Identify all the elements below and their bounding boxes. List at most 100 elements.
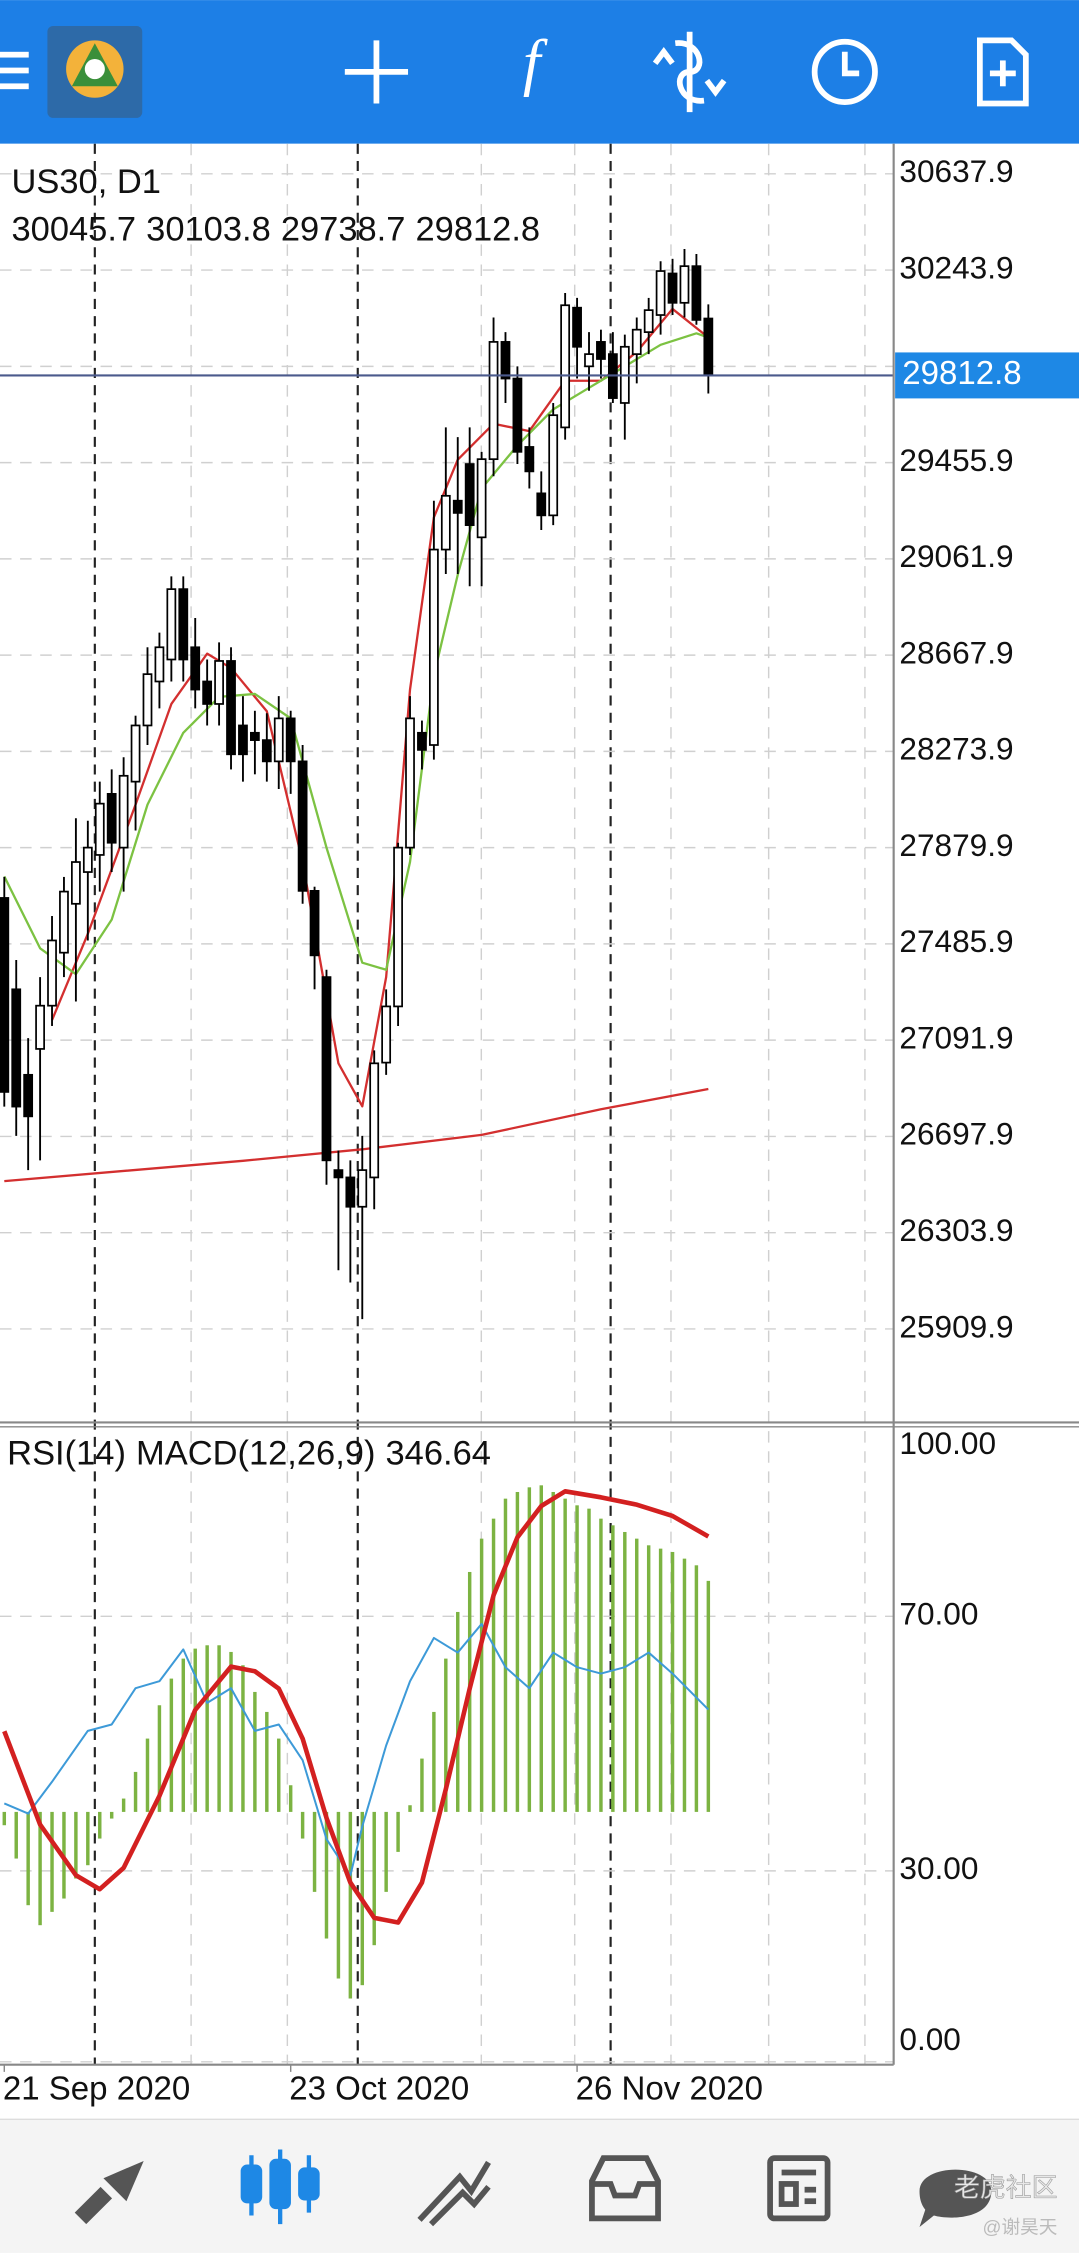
y-tick-label: 0.00 (899, 2021, 961, 2057)
candle-body (178, 588, 189, 661)
news-tab[interactable] (767, 2155, 831, 2222)
candle-body (11, 988, 22, 1108)
candle-body (71, 861, 81, 905)
open-value: 30045.7 (11, 211, 136, 249)
candle-body (584, 353, 594, 368)
y-tick-label: 30.00 (899, 1850, 978, 1886)
macd-bar (50, 1811, 54, 1912)
quotes-tab[interactable] (74, 2160, 144, 2225)
y-tick-label: 26697.9 (899, 1116, 1013, 1152)
macd-bar (265, 1711, 269, 1812)
macd-bar (384, 1811, 388, 1892)
y-tick-label: 29061.9 (899, 538, 1013, 574)
macd-bar (74, 1811, 78, 1879)
macd-bar (396, 1811, 400, 1852)
macd-bar (611, 1525, 615, 1812)
candle-body (285, 717, 296, 763)
macd-bar (563, 1498, 567, 1812)
macd-value: 346.64 (386, 1435, 491, 1473)
symbol-label: US30, D1 (11, 163, 160, 201)
moving-average (3, 332, 709, 976)
macd-bar (658, 1548, 663, 1812)
y-tick-label: 28273.9 (899, 731, 1013, 767)
candle-body (214, 660, 224, 705)
price-pane (0, 173, 894, 1330)
y-tick-label: 29455.9 (899, 442, 1013, 478)
macd-bar (527, 1487, 532, 1812)
history-tab[interactable] (589, 2155, 661, 2222)
watermark-brand: 老虎社区 (954, 2174, 1057, 2203)
ohlc-readout: 30045.7 30103.8 29738.7 29812.8 (11, 211, 540, 249)
rsi-label: RSI(14) (7, 1435, 126, 1473)
candle-body (417, 731, 427, 751)
candle-body (560, 304, 571, 429)
new-order-icon[interactable] (976, 37, 1029, 107)
trade-tab[interactable] (417, 2160, 491, 2227)
candle-body (94, 802, 105, 856)
candle-body (428, 548, 439, 746)
crosshair-icon[interactable] (344, 40, 409, 104)
low-value: 29738.7 (281, 211, 406, 249)
indicator-pane (0, 1485, 894, 2063)
candle-body (106, 793, 117, 844)
candle-body (166, 588, 177, 661)
macd-bar (587, 1508, 591, 1812)
candle-body (536, 492, 547, 517)
app-logo[interactable] (47, 25, 143, 118)
y-tick-label: 30243.9 (899, 249, 1013, 285)
x-tick-label: 21 Sep 2020 (3, 2070, 190, 2107)
candle-body (250, 731, 260, 741)
candle-body (655, 270, 666, 316)
macd-bar (133, 1771, 138, 1812)
macd-bar (38, 1811, 42, 1926)
high-value: 30103.8 (146, 211, 271, 249)
period-separators (93, 143, 612, 2065)
candle-body (309, 889, 320, 957)
candle-body (393, 846, 403, 1008)
candle-body (35, 1004, 45, 1050)
last-price-tag (895, 352, 1079, 399)
y-tick-label: 27091.9 (899, 1019, 1013, 1055)
history-icon[interactable] (811, 38, 878, 105)
chart-tab[interactable] (240, 2149, 320, 2225)
candle-body (47, 939, 57, 1007)
top-bar (0, 0, 1079, 144)
macd-bar (109, 1811, 114, 1819)
close-value: 29812.8 (415, 211, 540, 249)
macd-bar (539, 1485, 544, 1812)
candle-body (333, 1169, 344, 1179)
candle-body (261, 739, 272, 763)
candle-body (381, 1005, 392, 1064)
x-tick-label: 23 Oct 2020 (289, 2070, 469, 2107)
y-tick-label: 70.00 (899, 1596, 978, 1632)
moving-average (4, 1087, 709, 1183)
macd-bar (503, 1498, 508, 1812)
menu-icon[interactable] (0, 51, 29, 90)
candle-body (667, 272, 678, 304)
macd-bar (706, 1580, 711, 1812)
chat-tab[interactable] (919, 2169, 992, 2228)
y-tick-label: 26303.9 (899, 1212, 1013, 1248)
bottom-toolbar (0, 2119, 1079, 2253)
macd-bar (456, 1611, 460, 1812)
macd-bar (86, 1811, 90, 1866)
macd-bar (288, 1785, 293, 1812)
candle-body (512, 377, 523, 453)
macd-signal-line (2, 1489, 710, 1925)
macd-bar (372, 1811, 376, 1946)
macd-bar (324, 1811, 329, 1939)
candle-body (321, 976, 332, 1162)
macd-bar (491, 1518, 496, 1812)
candle-body (464, 463, 475, 526)
macd-bar (169, 1678, 174, 1812)
candle-body (631, 328, 642, 355)
candle-body (500, 341, 511, 380)
candle-body (130, 724, 141, 783)
chart-area (0, 143, 1079, 2120)
candle-body (369, 1062, 380, 1179)
trade-icon[interactable] (652, 31, 727, 113)
candle-body (357, 1169, 368, 1208)
x-tick-label: 26 Nov 2020 (576, 2070, 763, 2107)
candle-body (488, 341, 499, 461)
